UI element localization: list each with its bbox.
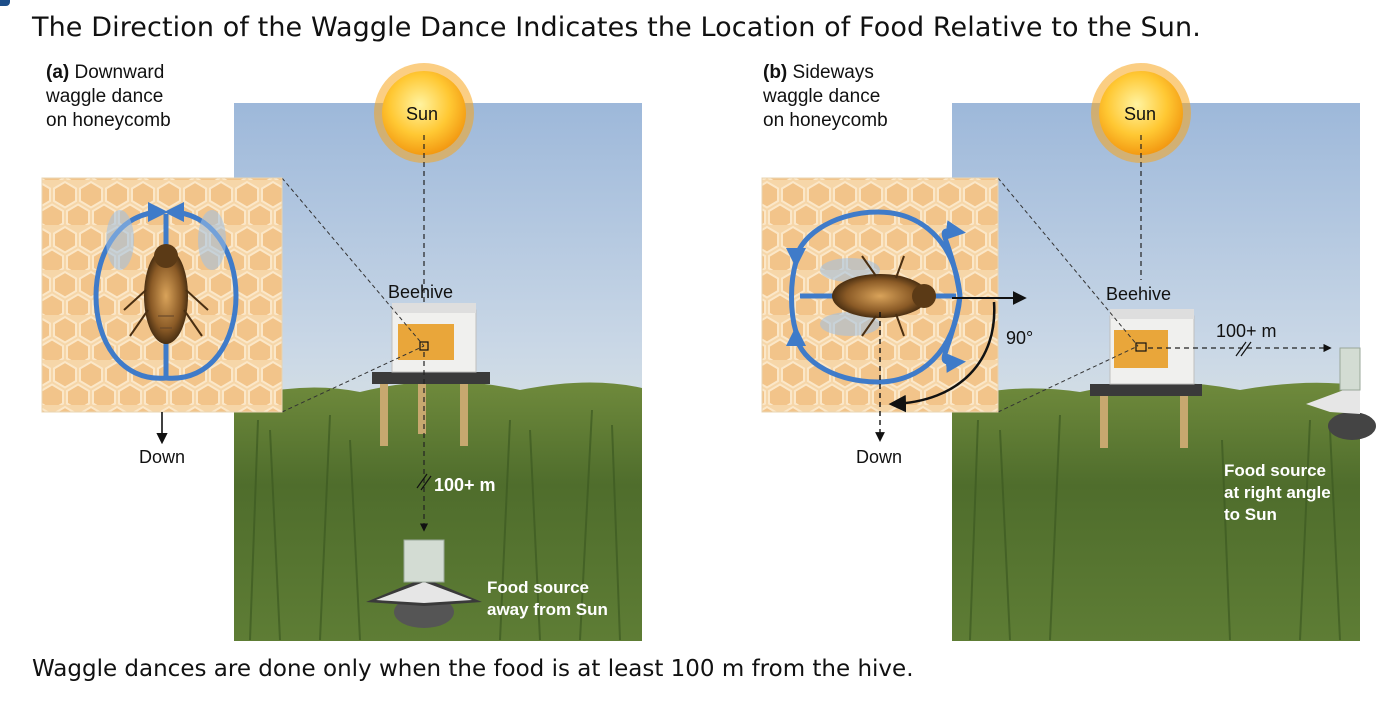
beehive-a-label: Beehive bbox=[388, 282, 454, 302]
honeycomb-inset-a bbox=[41, 177, 283, 413]
panel-b-caption-line1: Sideways bbox=[792, 62, 874, 83]
food-source-a-line2: away from Sun bbox=[487, 600, 608, 619]
food-source-b-line1: Food source bbox=[1224, 461, 1327, 480]
sun-b bbox=[1091, 63, 1191, 163]
sun-a-label: Sun bbox=[406, 104, 439, 124]
panel-a-letter: (a) bbox=[46, 62, 70, 83]
figure-title: The Direction of the Waggle Dance Indica… bbox=[32, 12, 1201, 43]
angle-label: 90° bbox=[1006, 328, 1034, 348]
honeycomb-inset-b bbox=[761, 177, 999, 413]
panel-a-caption-line3: on honeycomb bbox=[46, 110, 171, 131]
beehive-b-label: Beehive bbox=[1106, 284, 1172, 304]
top-accent-bar bbox=[0, 0, 10, 6]
down-a-label: Down bbox=[139, 447, 186, 467]
distance-b-label: 100+ m bbox=[1216, 321, 1277, 341]
distance-a-label: 100+ m bbox=[434, 475, 496, 495]
panel-a-caption: (a) Downward waggle dance on honeycomb bbox=[46, 61, 171, 133]
food-source-b-line3: to Sun bbox=[1224, 505, 1277, 524]
panel-b-scene bbox=[761, 63, 1376, 641]
sun-b-label: Sun bbox=[1124, 104, 1157, 124]
food-source-b bbox=[1306, 347, 1376, 440]
panel-b-caption-line2: waggle dance bbox=[763, 86, 881, 107]
panel-a-scene bbox=[41, 63, 642, 641]
panel-a-caption-line2: waggle dance bbox=[46, 86, 164, 107]
figure-footnote: Waggle dances are done only when the foo… bbox=[32, 656, 914, 682]
down-b-label: Down bbox=[856, 447, 903, 467]
food-source-a-line1: Food source bbox=[487, 578, 590, 597]
beehive-b bbox=[1090, 309, 1202, 448]
panel-a-caption-line1: Downward bbox=[74, 62, 165, 83]
beehive-a bbox=[372, 303, 490, 446]
food-source-a-label: Food source away from Sun bbox=[487, 577, 608, 621]
food-source-b-label: Food source at right angle to Sun bbox=[1224, 460, 1331, 526]
food-source-b-line2: at right angle bbox=[1224, 483, 1331, 502]
panel-b-letter: (b) bbox=[763, 62, 788, 83]
panel-b-caption-line3: on honeycomb bbox=[763, 110, 888, 131]
food-source-a bbox=[366, 539, 482, 628]
sun-a bbox=[374, 63, 474, 163]
panel-b-caption: (b) Sideways waggle dance on honeycomb bbox=[763, 61, 888, 133]
